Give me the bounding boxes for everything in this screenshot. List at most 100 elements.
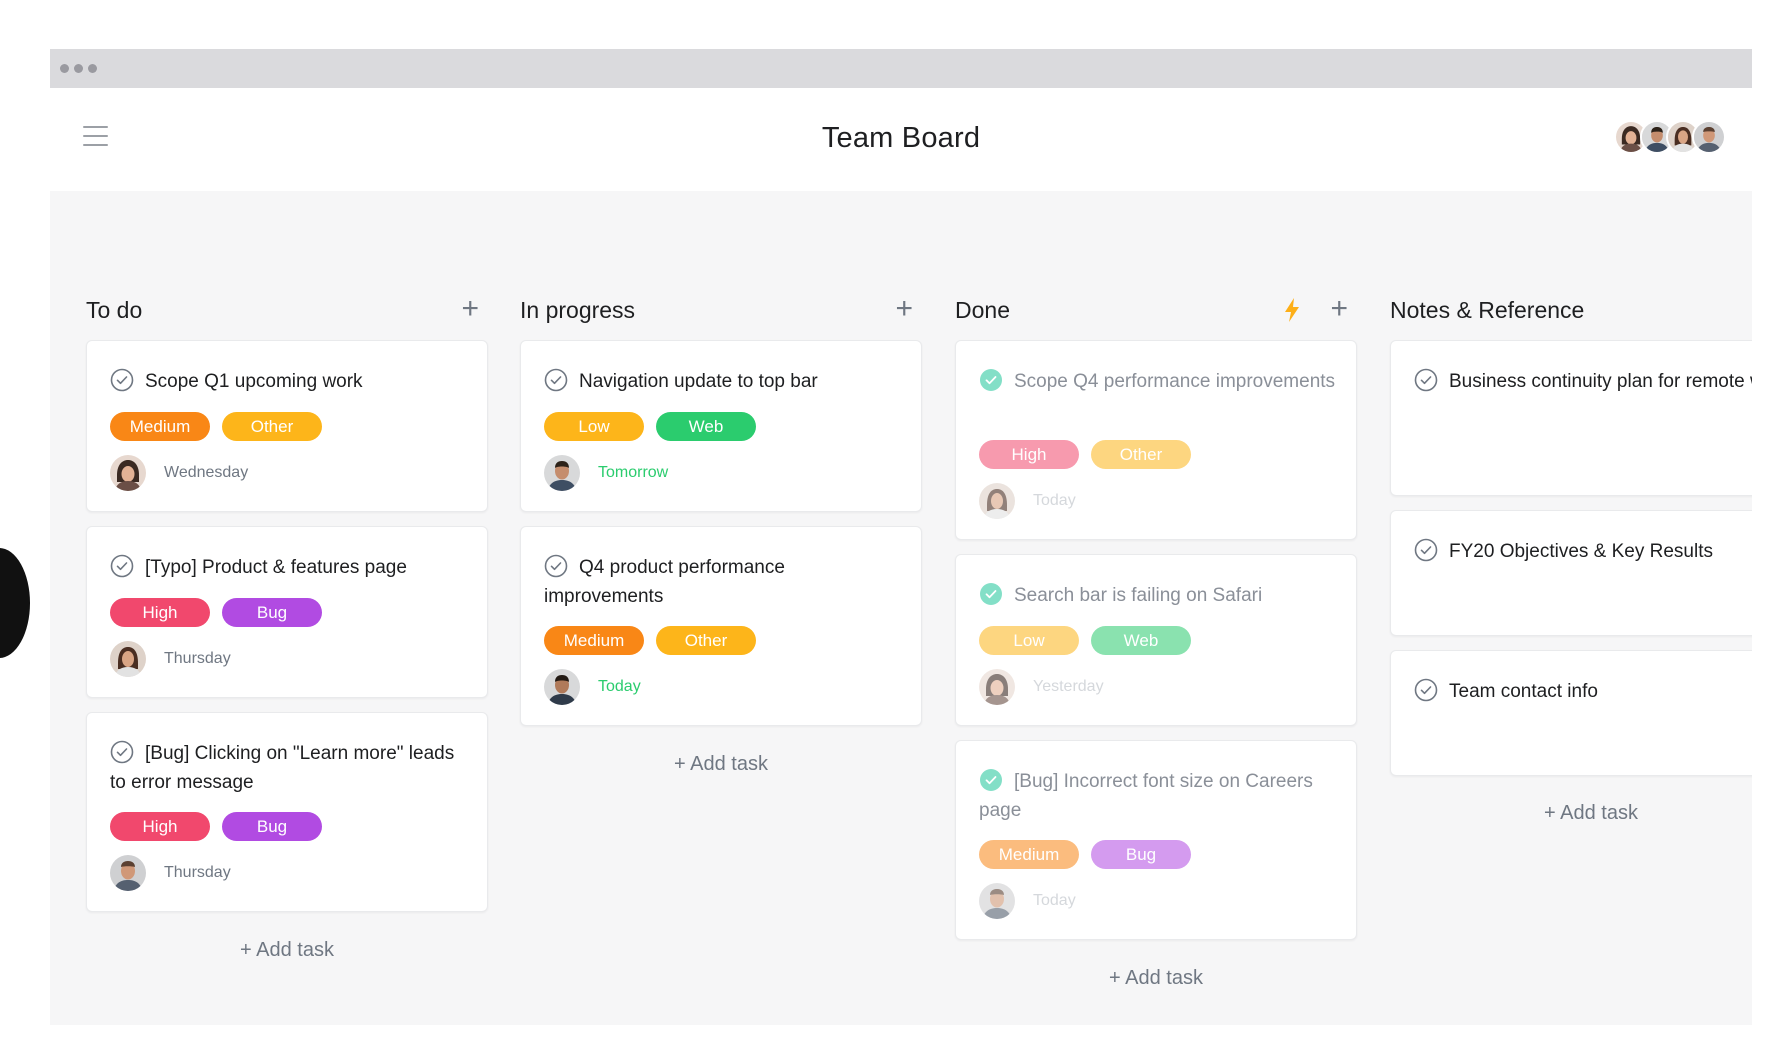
card-title: [Bug] Incorrect font size on Careers pag… <box>979 771 1313 821</box>
add-task-button[interactable]: + Add task <box>1544 802 1638 824</box>
add-task-button[interactable]: + Add task <box>240 939 334 961</box>
page-title: Team Board <box>821 122 981 154</box>
task-card[interactable]: Search bar is failing on Safari Low Web … <box>955 554 1357 726</box>
assignee-avatar[interactable] <box>110 641 146 677</box>
app-window: Team Board To do + Scope Q1 upcoming wor… <box>50 49 1752 1025</box>
card-title: Navigation update to top bar <box>579 371 818 392</box>
column-title: Done <box>955 297 1010 323</box>
decorative-black-circle <box>0 548 30 658</box>
tag[interactable]: Web <box>656 412 756 441</box>
add-icon[interactable]: + <box>895 292 913 325</box>
card-title: [Typo] Product & features page <box>145 557 407 578</box>
card-tags: Medium Bug <box>979 840 1191 869</box>
tag[interactable]: High <box>110 812 210 841</box>
avatar[interactable] <box>1640 120 1674 154</box>
card-title: Q4 product performance improvements <box>544 557 785 607</box>
card-tags: High Other <box>979 440 1191 469</box>
tag[interactable]: Medium <box>110 412 210 441</box>
assignee-avatar[interactable] <box>979 483 1015 519</box>
tag[interactable]: Bug <box>222 598 322 627</box>
card-tags: Low Web <box>979 626 1191 655</box>
due-date: Thursday <box>164 864 231 881</box>
hamburger-menu-icon[interactable] <box>83 126 108 146</box>
add-icon[interactable]: + <box>461 292 479 325</box>
card-title: Business continuity plan for remote work <box>1449 371 1752 392</box>
avatar[interactable] <box>1614 120 1648 154</box>
window-dot-icon <box>88 64 97 73</box>
note-card[interactable]: FY20 Objectives & Key Results <box>1390 510 1752 636</box>
lightning-bolt-icon[interactable] <box>1282 297 1302 323</box>
task-card[interactable]: [Typo] Product & features page High Bug … <box>86 526 488 698</box>
task-card[interactable]: [Bug] Incorrect font size on Careers pag… <box>955 740 1357 940</box>
tag[interactable]: Other <box>1091 440 1191 469</box>
check-circle-icon[interactable] <box>110 368 134 392</box>
tag[interactable]: High <box>110 598 210 627</box>
tag[interactable]: Medium <box>544 626 644 655</box>
note-card[interactable]: Team contact info <box>1390 650 1752 776</box>
card-title: Search bar is failing on Safari <box>1014 585 1263 606</box>
check-circle-icon[interactable] <box>544 368 568 392</box>
task-card[interactable]: Scope Q4 performance improvements High O… <box>955 340 1357 540</box>
column-header: In progress + <box>520 292 922 332</box>
due-date: Today <box>1033 892 1076 909</box>
card-tags: Low Web <box>544 412 756 441</box>
card-title: FY20 Objectives & Key Results <box>1449 541 1713 562</box>
tag[interactable]: Bug <box>222 812 322 841</box>
due-date: Today <box>1033 492 1076 509</box>
column-header: Done + <box>955 292 1357 332</box>
add-task-button[interactable]: + Add task <box>1109 967 1203 989</box>
avatar[interactable] <box>1692 120 1726 154</box>
due-date: Tomorrow <box>598 464 669 481</box>
check-circle-icon[interactable] <box>110 554 134 578</box>
due-date: Today <box>598 678 641 695</box>
assignee-avatar[interactable] <box>110 455 146 491</box>
column-header: Notes & Reference <box>1390 292 1752 332</box>
card-meta: Today <box>979 883 1076 919</box>
window-chrome <box>50 49 1752 88</box>
note-card[interactable]: Business continuity plan for remote work <box>1390 340 1752 496</box>
card-meta: Thursday <box>110 641 231 677</box>
card-meta: Today <box>544 669 641 705</box>
task-card[interactable]: Navigation update to top bar Low Web Tom… <box>520 340 922 512</box>
card-meta: Wednesday <box>110 455 248 491</box>
assignee-avatar[interactable] <box>110 855 146 891</box>
card-meta: Tomorrow <box>544 455 668 491</box>
column-title: In progress <box>520 297 636 323</box>
assignee-avatar[interactable] <box>544 455 580 491</box>
tag[interactable]: High <box>979 440 1079 469</box>
check-circle-icon[interactable] <box>544 554 568 578</box>
add-task-button[interactable]: + Add task <box>674 753 768 775</box>
assignee-avatar[interactable] <box>979 883 1015 919</box>
tag[interactable]: Low <box>979 626 1079 655</box>
task-card[interactable]: Q4 product performance improvements Medi… <box>520 526 922 726</box>
card-title: Team contact info <box>1449 681 1598 702</box>
completed-check-icon[interactable] <box>979 768 1003 792</box>
card-tags: High Bug <box>110 598 322 627</box>
tag[interactable]: Medium <box>979 840 1079 869</box>
team-avatars[interactable] <box>1614 120 1726 154</box>
check-circle-icon[interactable] <box>1414 538 1438 562</box>
assignee-avatar[interactable] <box>979 669 1015 705</box>
card-tags: Medium Other <box>544 626 756 655</box>
completed-check-icon[interactable] <box>979 582 1003 606</box>
card-title: Scope Q4 performance improvements <box>1014 371 1336 392</box>
task-card[interactable]: Scope Q1 upcoming work Medium Other Wedn… <box>86 340 488 512</box>
task-card[interactable]: [Bug] Clicking on "Learn more" leads to … <box>86 712 488 912</box>
completed-check-icon[interactable] <box>979 368 1003 392</box>
tag[interactable]: Low <box>544 412 644 441</box>
tag[interactable]: Other <box>222 412 322 441</box>
due-date: Thursday <box>164 650 231 667</box>
tag[interactable]: Web <box>1091 626 1191 655</box>
card-title: [Bug] Clicking on "Learn more" leads to … <box>110 743 455 793</box>
check-circle-icon[interactable] <box>1414 678 1438 702</box>
tag[interactable]: Other <box>656 626 756 655</box>
card-tags: Medium Other <box>110 412 322 441</box>
assignee-avatar[interactable] <box>544 669 580 705</box>
card-tags: High Bug <box>110 812 322 841</box>
window-dot-icon <box>74 64 83 73</box>
column-header: To do + <box>86 292 488 332</box>
add-icon[interactable]: + <box>1330 292 1348 325</box>
tag[interactable]: Bug <box>1091 840 1191 869</box>
check-circle-icon[interactable] <box>110 740 134 764</box>
check-circle-icon[interactable] <box>1414 368 1438 392</box>
